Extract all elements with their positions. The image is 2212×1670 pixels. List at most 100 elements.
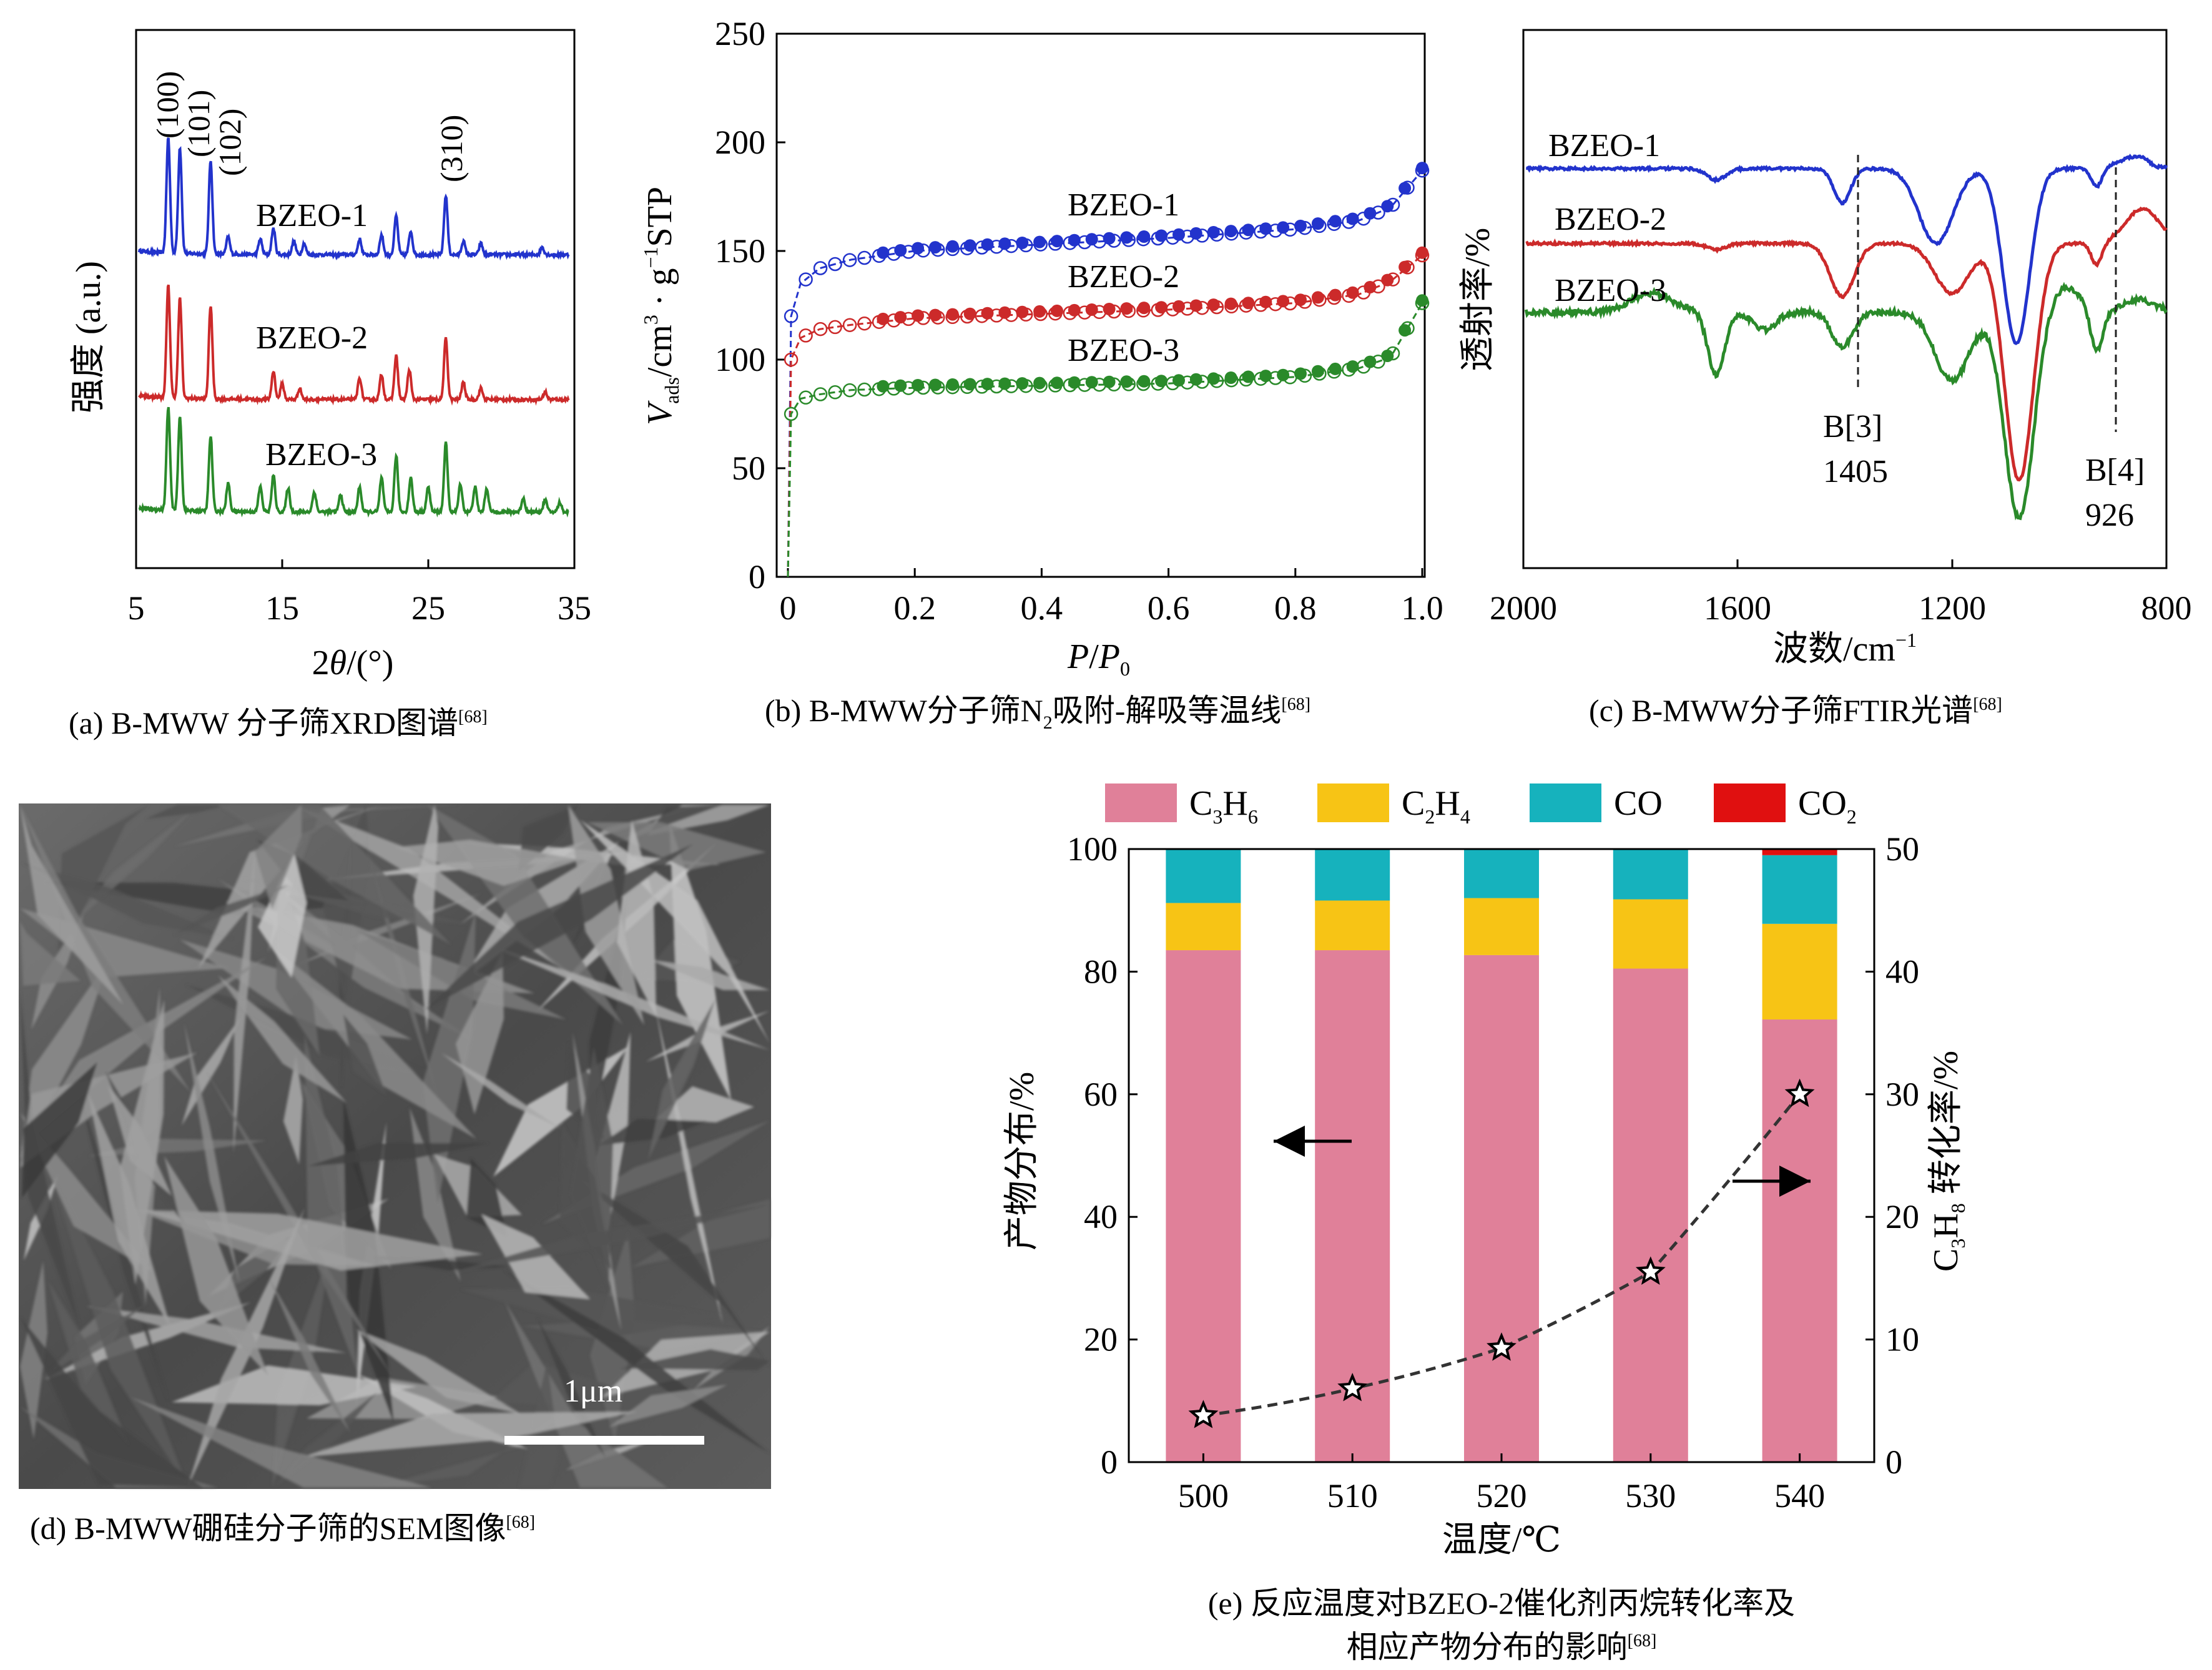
sem-scale-label: 1μm	[564, 1373, 622, 1409]
isotherm-line	[787, 254, 1423, 577]
legend-label-c3h6: C3H6	[1189, 784, 1258, 828]
desorption-point	[1381, 273, 1394, 287]
desorption-point	[1138, 230, 1151, 243]
desorption-point	[894, 244, 907, 257]
sem-flake	[425, 844, 693, 1010]
desorption-point	[1155, 229, 1168, 242]
desorption-point	[929, 241, 941, 254]
desorption-point	[1085, 303, 1098, 316]
adsorption-point	[842, 318, 857, 332]
desorption-point	[1329, 288, 1342, 302]
panel-c-xtick-label: 1600	[1704, 589, 1771, 627]
conversion-star	[1337, 1373, 1368, 1402]
desorption-point	[1242, 370, 1255, 383]
sem-flake	[395, 840, 581, 886]
desorption-point	[1311, 291, 1324, 304]
panel-e-xtick-label: 500	[1178, 1477, 1229, 1515]
desorption-point	[998, 237, 1011, 250]
desorption-point	[963, 378, 976, 391]
sem-flake	[648, 999, 715, 1160]
desorption-point	[1138, 375, 1151, 388]
sem-flake	[617, 820, 656, 1017]
panel-a-ylabel: 强度 (a.u.)	[69, 261, 108, 413]
desorption-point	[912, 379, 925, 391]
sem-flake	[303, 1412, 637, 1457]
legend-swatch-co2	[1714, 783, 1786, 822]
desorption-point	[1364, 281, 1377, 293]
peak-label-102: (102)	[212, 109, 247, 176]
desorption-point	[1172, 374, 1185, 387]
panel-a-xtick-label: 5	[128, 589, 145, 627]
panel-b-xlabel: P/P0	[1067, 637, 1130, 680]
bar-segment	[1315, 849, 1390, 901]
sem-flake	[41, 1305, 144, 1380]
panel-c-ylabel: 透射率/%	[1458, 228, 1497, 371]
isotherm-layer	[784, 162, 1430, 577]
conversion-star	[1188, 1400, 1219, 1428]
desorption-point	[1103, 232, 1116, 245]
sem-flake	[88, 1093, 171, 1329]
desorption-point	[1329, 215, 1342, 228]
desorption-point	[1189, 299, 1202, 312]
panel-b-xtick-label: 0	[780, 589, 797, 627]
desorption-point	[1311, 217, 1324, 230]
panel-b-ytick-label: 150	[715, 232, 765, 270]
bar-segment	[1613, 899, 1688, 969]
sem-scale-bar	[504, 1436, 704, 1445]
desorption-point	[1051, 376, 1063, 390]
desorption-point	[1346, 360, 1359, 373]
sem-image	[20, 805, 770, 1488]
panel-c-xlabel: 波数/cm−1	[1773, 629, 1917, 669]
sem-flake	[20, 805, 124, 1005]
desorption-point	[998, 377, 1011, 390]
sem-flake	[22, 863, 233, 939]
adsorption-point	[842, 253, 857, 267]
bar-segment	[1762, 923, 1837, 1019]
desorption-point	[1016, 377, 1029, 390]
panel-b-series-label: BZEO-1	[1068, 187, 1179, 223]
adsorption-point	[857, 382, 872, 397]
adsorption-point	[813, 322, 828, 336]
desorption-point	[1155, 375, 1168, 388]
sem-flake	[505, 1302, 667, 1488]
panel-e-y2tick-label: 10	[1885, 1321, 1919, 1358]
adsorption-point	[799, 328, 813, 343]
panel-c-xtick-label: 1200	[1919, 589, 1986, 627]
desorption-point	[1346, 212, 1359, 225]
sem-flake	[271, 946, 476, 1139]
sem-flake	[651, 960, 770, 990]
desorption-point	[1085, 376, 1098, 389]
legend-swatch-c3h6	[1105, 783, 1177, 822]
ftir-curve-bzeo-2	[1525, 206, 2168, 482]
panel-e-ytick-label: 80	[1084, 953, 1118, 990]
desorption-point	[1346, 286, 1359, 299]
adsorption-point	[813, 261, 828, 275]
adsorption-point	[842, 383, 857, 398]
panel-b-xtick-label: 0.6	[1148, 589, 1190, 627]
xrd-curve-bzeo-2	[138, 284, 570, 406]
adsorption-point	[857, 250, 872, 265]
desorption-point	[929, 378, 941, 391]
sem-flake	[174, 885, 288, 935]
panel-e: C3H6 C2H4 CO CO2 0 20 40 60 80 100 0 10 20 30 40 50…	[1003, 783, 1969, 1664]
legend-swatch-c2h4	[1317, 783, 1389, 822]
panel-c-xtick-label: 800	[2141, 589, 2192, 627]
desorption-point	[1103, 375, 1116, 388]
panel-d: 1μm (d) B-MWW硼硅分子筛的SEM图像[68]	[19, 803, 771, 1546]
sem-flake	[130, 1397, 432, 1488]
desorption-point	[1207, 298, 1220, 312]
desorption-point	[1398, 260, 1412, 273]
desorption-point	[1085, 233, 1098, 246]
legend-label-c2h4: C2H4	[1402, 784, 1470, 828]
panel-b-xtick-label: 1.0	[1401, 589, 1443, 627]
desorption-point	[877, 312, 890, 325]
panel-d-caption: (d) B-MWW硼硅分子筛的SEM图像[68]	[30, 1511, 535, 1546]
panel-b-xtick-label: 0.8	[1274, 589, 1317, 627]
sem-flake	[343, 1014, 386, 1095]
panel-b-ytick-label: 200	[715, 124, 765, 161]
desorption-point	[1277, 368, 1290, 381]
adsorption-point	[784, 352, 799, 367]
panel-e-caption-line1: (e) 反应温度对BZEO-2催化剂丙烷转化率及	[1208, 1586, 1795, 1621]
stacked-bars	[1166, 849, 1837, 1462]
panel-e-y2label: C3H8 转化率/%	[1927, 1051, 1969, 1272]
